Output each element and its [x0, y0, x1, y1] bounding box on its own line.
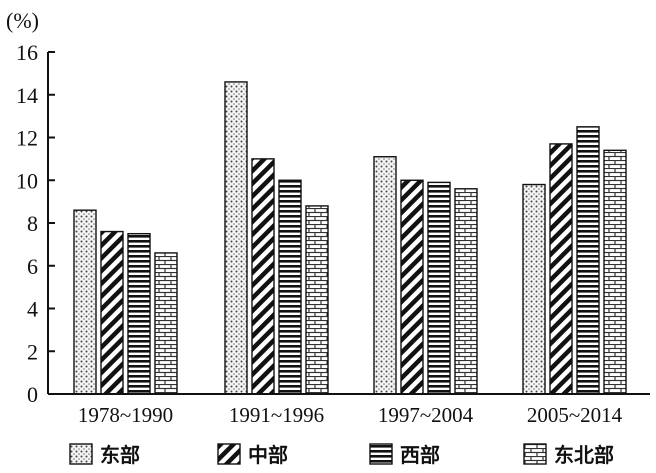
- y-tick-label: 4: [27, 297, 38, 322]
- legend-label: 东北部: [554, 443, 614, 467]
- y-axis-unit-label: (%): [6, 8, 39, 33]
- legend-label: 西部: [400, 443, 440, 467]
- bars-group: [73, 81, 627, 395]
- bar-horizontal-1: [278, 179, 302, 395]
- bar-dots-3: [522, 183, 546, 395]
- bar-brick-3: [603, 149, 627, 395]
- x-category-label: 1991~1996: [229, 403, 324, 427]
- bar-dots-2: [373, 156, 397, 395]
- y-tick-label: 8: [27, 211, 38, 236]
- y-tick-label: 0: [27, 382, 38, 407]
- y-tick-label: 14: [16, 83, 38, 108]
- bar-brick-2: [454, 188, 478, 395]
- bar-horizontal-0: [127, 232, 151, 395]
- bar-horizontal-2: [427, 181, 451, 395]
- bar-diagonal-1: [251, 158, 275, 395]
- y-tick-label: 2: [27, 339, 38, 364]
- legend-label: 中部: [248, 443, 288, 467]
- legend-swatch-brick: [523, 443, 547, 465]
- legend: 东部 中部 西部 东北部: [69, 443, 614, 467]
- bar-brick-1: [305, 205, 329, 395]
- y-tick-label: 10: [16, 168, 38, 193]
- bar-diagonal-0: [100, 230, 124, 395]
- y-tick-label: 6: [27, 254, 38, 279]
- legend-swatch-horizontal: [369, 443, 393, 465]
- y-tick-label: 12: [16, 126, 38, 151]
- bar-diagonal-3: [549, 143, 573, 395]
- x-category-label: 1997~2004: [378, 403, 474, 427]
- x-category-label: 1978~1990: [78, 403, 173, 427]
- legend-swatch-dots: [69, 443, 93, 465]
- legend-swatch-diagonal: [217, 443, 241, 465]
- y-axis-ticks: 0 2 4 6 8 10 12 14 16: [16, 40, 55, 407]
- bar-dots-1: [224, 81, 248, 395]
- category-labels: 1978~1990 1991~1996 1997~2004 2005~2014: [78, 403, 623, 427]
- bar-diagonal-2: [400, 179, 424, 395]
- legend-label: 东部: [100, 443, 140, 467]
- x-category-label: 2005~2014: [527, 403, 623, 427]
- bar-brick-0: [154, 252, 178, 395]
- bar-horizontal-3: [576, 126, 600, 395]
- bar-dots-0: [73, 209, 97, 395]
- y-tick-label: 16: [16, 40, 38, 65]
